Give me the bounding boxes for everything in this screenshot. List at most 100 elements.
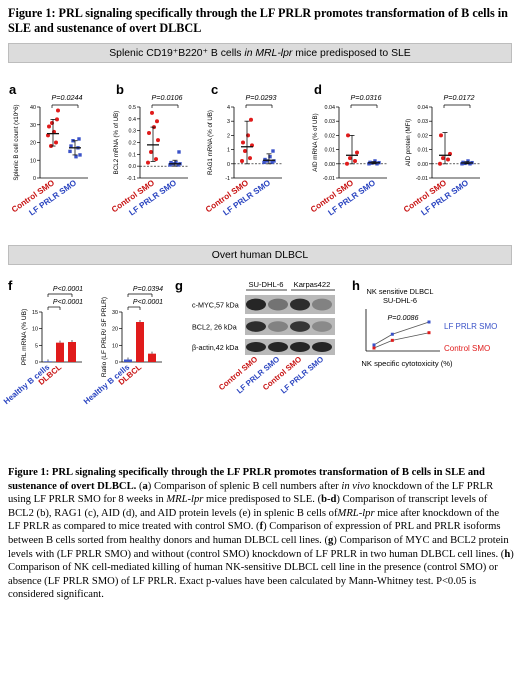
p-value-label: P<0.0001 [53, 299, 83, 306]
control-point [249, 117, 253, 122]
series-line [373, 321, 430, 346]
y-tick-label: 0.04 [418, 105, 429, 111]
y-tick-label: -0.01 [416, 176, 428, 182]
y-tick-label: 40 [30, 105, 36, 111]
p-value-label: P<0.0001 [53, 286, 83, 293]
lf-point [176, 163, 180, 167]
lf-point [373, 159, 377, 163]
series-point [390, 338, 394, 342]
lf-point [268, 155, 272, 159]
lf-point [270, 160, 274, 165]
lf-point [74, 155, 78, 159]
blot-band [268, 298, 288, 311]
caption-p4: knockdown of the LF PRLR using LF PRLR S… [8, 480, 494, 506]
y-tick-label: 10 [30, 158, 36, 164]
y-tick-label: 30 [30, 123, 36, 129]
lf-point [68, 149, 72, 154]
control-point [355, 150, 359, 155]
caption-p16: ) Comparison of NK cell-mediated killing… [8, 548, 514, 601]
blot-band [268, 342, 288, 352]
band-label: BCL2, 26 kDa [192, 323, 237, 332]
caption-p7: b-d [321, 494, 337, 506]
caption-p6: mice predisposed to SLE. ( [203, 494, 322, 506]
y-tick-label: -0.01 [323, 176, 335, 182]
y-tick-label: 0.00 [325, 162, 336, 168]
p-value-label: P=0.0106 [152, 93, 183, 102]
y-tick-label: 0.03 [418, 119, 429, 125]
lf-point [69, 144, 73, 148]
control-point [438, 161, 442, 166]
bar [44, 361, 52, 362]
lf-point [265, 159, 269, 163]
control-point [146, 160, 150, 165]
y-tick-label: 10 [112, 343, 118, 349]
control-point [156, 138, 160, 143]
series-label: LF PRLR SMO [444, 322, 497, 331]
y-tick-label: 0.3 [129, 129, 137, 135]
caption-p14: ) Comparison of MYC and BCL2 protein lev… [8, 534, 509, 560]
control-point [439, 133, 443, 138]
banner-sle-text-c: mice predisposed to SLE [292, 48, 411, 59]
p-value-label: P=0.0394 [133, 286, 163, 293]
lf-point [263, 157, 267, 162]
blot-band [312, 321, 332, 332]
p-value-label: P<0.0001 [133, 299, 163, 306]
y-tick-label: 0.04 [325, 105, 336, 111]
blot-band [246, 342, 266, 352]
blot-band [290, 342, 310, 352]
control-point [55, 117, 59, 122]
control-point [248, 156, 252, 161]
control-point [348, 156, 352, 161]
y-tick-label: 0 [227, 162, 230, 168]
lf-point [168, 163, 172, 167]
caption-p2: ) Comparison of splenic B cell numbers a… [147, 480, 342, 492]
series-label: Control SMO [444, 344, 490, 353]
control-point [353, 158, 357, 163]
y-tick-label: 0.02 [325, 133, 336, 139]
series-point [372, 346, 376, 350]
y-tick-label: -1 [225, 176, 230, 182]
control-point [446, 157, 450, 162]
blot-band [268, 321, 288, 332]
y-tick-label: 0.0 [129, 164, 137, 170]
p-value-label: P=0.0086 [388, 313, 419, 322]
blot-band [290, 321, 310, 332]
cell-line-label-karpas: Karpas422 [294, 280, 331, 289]
series-point [427, 331, 431, 335]
figure-title: Figure 1: PRL signaling specifically thr… [8, 6, 508, 35]
bar [124, 359, 132, 362]
y-axis-label: PRL mRNA (% UB) [21, 309, 28, 366]
banner-sle: Splenic CD19⁺B220⁺ B cells in MRL-lpr mi… [8, 43, 512, 63]
panel-letter-b: b [116, 82, 124, 97]
caption-p13: g [328, 534, 334, 546]
control-point [155, 119, 159, 124]
y-axis-label: BCL2 mRNA (% of UB) [113, 111, 120, 175]
caption-p3: in vivo [341, 480, 370, 492]
caption-p5: MRL-lpr [166, 494, 204, 506]
chart-title-line1: NK sensitive DLBCL [367, 287, 434, 296]
control-point [50, 120, 54, 125]
y-tick-label: 20 [30, 141, 36, 147]
lf-point [177, 150, 181, 154]
y-tick-label: 30 [112, 310, 118, 316]
control-point [56, 108, 60, 113]
y-tick-label: -0.1 [127, 176, 136, 182]
control-point [47, 124, 51, 129]
p-value-label: P=0.0172 [444, 93, 475, 102]
series-point [372, 343, 376, 347]
panel-letter-a: a [9, 82, 17, 97]
control-point [150, 110, 154, 115]
band-label: β-actin,42 kDa [192, 343, 238, 352]
banner-sle-text-b: in MRL-lpr [244, 48, 293, 59]
caption-bold: Figure 1: PRL signaling specifically thr… [8, 467, 485, 492]
band-label: c-MYC,57 kDa [192, 301, 239, 310]
caption-p1: a [142, 480, 148, 492]
y-tick-label: 0.01 [418, 148, 429, 154]
caption-p9: MRL-lpr [337, 507, 375, 519]
control-point [241, 140, 245, 145]
series-point [427, 320, 431, 324]
figure-caption: Figure 1: PRL signaling specifically thr… [8, 466, 514, 602]
x-axis-label: NK specific cytotoxicity (%) [361, 359, 453, 368]
control-point [147, 131, 151, 136]
